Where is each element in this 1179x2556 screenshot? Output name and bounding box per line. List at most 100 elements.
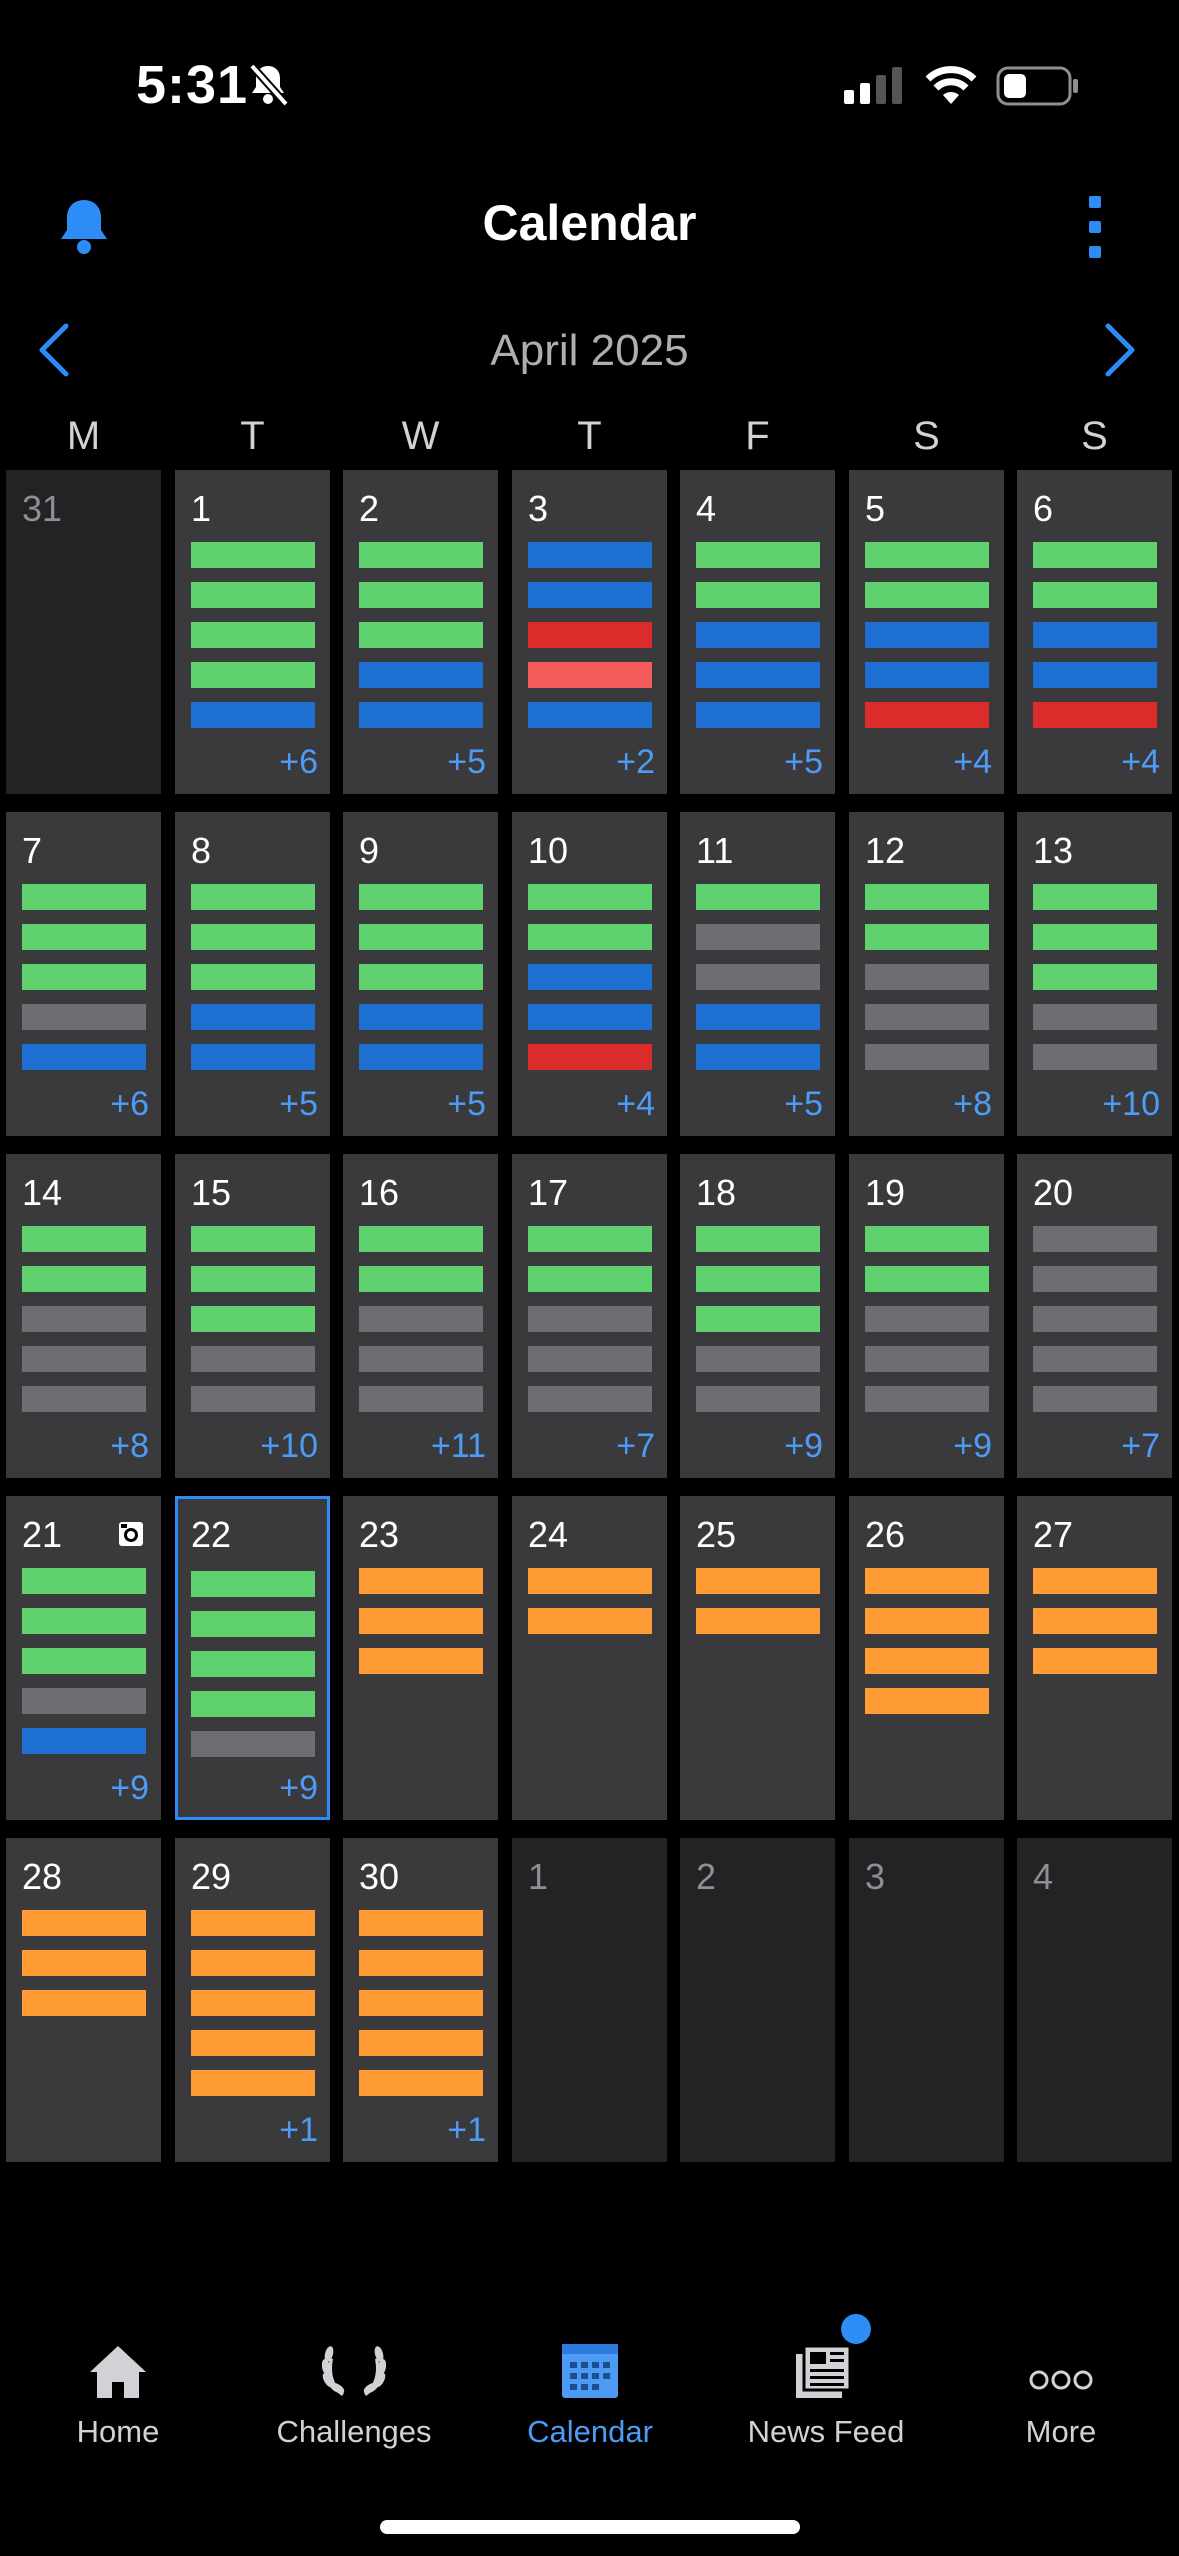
- more-events-count: +4: [1121, 743, 1160, 781]
- calendar-day[interactable]: 1: [512, 1838, 667, 2162]
- event-bar: [865, 542, 989, 568]
- event-bar: [359, 1044, 483, 1070]
- calendar-day[interactable]: 1 +6: [175, 470, 330, 794]
- event-bar: [1033, 1568, 1157, 1594]
- weekday-label: W: [401, 414, 440, 458]
- calendar-day[interactable]: 3 +2: [512, 470, 667, 794]
- more-events-count: +9: [279, 1769, 318, 1807]
- tab-news-feed[interactable]: News Feed: [708, 2314, 944, 2450]
- calendar-day[interactable]: 14 +8: [6, 1154, 161, 1478]
- calendar-day[interactable]: 16 +11: [343, 1154, 498, 1478]
- weekday-label: T: [577, 414, 602, 458]
- event-bar: [191, 1004, 315, 1030]
- event-bar: [359, 2070, 483, 2096]
- event-bar: [528, 622, 652, 648]
- calendar-day[interactable]: 10 +4: [512, 812, 667, 1136]
- chevron-right-icon[interactable]: [1100, 322, 1140, 378]
- event-bar: [696, 1608, 820, 1634]
- more-events-count: +7: [616, 1427, 655, 1465]
- day-number: 26: [865, 1514, 906, 1555]
- day-number: 16: [359, 1172, 400, 1213]
- event-bar: [359, 1950, 483, 1976]
- calendar-day[interactable]: 25: [680, 1496, 835, 1820]
- calendar-day[interactable]: 4: [1017, 1838, 1172, 2162]
- calendar-day[interactable]: 8 +5: [175, 812, 330, 1136]
- overflow-menu-icon[interactable]: [1080, 196, 1110, 258]
- calendar-day-selected[interactable]: 22 +9: [175, 1496, 330, 1820]
- calendar-day[interactable]: 30 +1: [343, 1838, 498, 2162]
- calendar-day[interactable]: 5 +4: [849, 470, 1004, 794]
- day-number: 23: [359, 1514, 400, 1555]
- weekday-label: S: [1081, 414, 1108, 458]
- event-bar: [528, 662, 652, 688]
- event-bar: [22, 1568, 146, 1594]
- event-bar: [865, 964, 989, 990]
- event-bar: [865, 662, 989, 688]
- event-bar: [865, 884, 989, 910]
- event-bar: [22, 1044, 146, 1070]
- day-number: 19: [865, 1172, 906, 1213]
- calendar-day[interactable]: 26: [849, 1496, 1004, 1820]
- calendar-day[interactable]: 17 +7: [512, 1154, 667, 1478]
- tab-more[interactable]: More: [943, 2320, 1179, 2450]
- more-events-count: +9: [110, 1769, 149, 1807]
- day-number: 22: [191, 1514, 232, 1555]
- calendar-day[interactable]: 2 +5: [343, 470, 498, 794]
- event-bar: [865, 1266, 989, 1292]
- calendar-day[interactable]: 18 +9: [680, 1154, 835, 1478]
- tab-home[interactable]: Home: [0, 2320, 236, 2450]
- event-bar: [865, 1226, 989, 1252]
- event-bar: [22, 1950, 146, 1976]
- tab-label: Calendar: [527, 2414, 653, 2449]
- event-bar: [22, 1688, 146, 1714]
- calendar-day[interactable]: 3: [849, 1838, 1004, 2162]
- event-bar: [696, 662, 820, 688]
- tab-calendar[interactable]: Calendar: [472, 2320, 708, 2450]
- day-number: 18: [696, 1172, 737, 1213]
- calendar-day[interactable]: 24: [512, 1496, 667, 1820]
- calendar-day[interactable]: 7 +6: [6, 812, 161, 1136]
- calendar-day[interactable]: 31: [6, 470, 161, 794]
- event-bar: [359, 582, 483, 608]
- calendar-day[interactable]: 15 +10: [175, 1154, 330, 1478]
- more-events-count: +10: [1102, 1085, 1160, 1123]
- calendar-day[interactable]: 27: [1017, 1496, 1172, 1820]
- event-bar: [865, 924, 989, 950]
- event-bar: [528, 542, 652, 568]
- event-bar: [528, 924, 652, 950]
- calendar-day[interactable]: 13 +10: [1017, 812, 1172, 1136]
- calendar-day[interactable]: 6 +4: [1017, 470, 1172, 794]
- day-number: 3: [865, 1856, 886, 1897]
- more-events-count: +4: [616, 1085, 655, 1123]
- calendar-day[interactable]: 2: [680, 1838, 835, 2162]
- event-bar: [191, 662, 315, 688]
- calendar-day[interactable]: 20 +7: [1017, 1154, 1172, 1478]
- event-bar: [22, 884, 146, 910]
- calendar-day[interactable]: 9 +5: [343, 812, 498, 1136]
- event-bar: [696, 1346, 820, 1372]
- calendar-day[interactable]: 4 +5: [680, 470, 835, 794]
- battery-icon: [996, 66, 1078, 106]
- tab-challenges[interactable]: Challenges: [236, 2320, 472, 2450]
- event-bar: [359, 884, 483, 910]
- calendar-day[interactable]: 23: [343, 1496, 498, 1820]
- more-events-count: +1: [447, 2111, 486, 2149]
- calendar-day[interactable]: 11 +5: [680, 812, 835, 1136]
- calendar-day[interactable]: 21 +9: [6, 1496, 161, 1820]
- calendar-day[interactable]: 29 +1: [175, 1838, 330, 2162]
- calendar-day[interactable]: 19 +9: [849, 1154, 1004, 1478]
- calendar-day[interactable]: 28: [6, 1838, 161, 2162]
- event-bar: [528, 582, 652, 608]
- calendar-day[interactable]: 12 +8: [849, 812, 1004, 1136]
- more-events-count: +2: [616, 743, 655, 781]
- notifications-bell-icon[interactable]: [56, 196, 112, 256]
- day-number: 7: [22, 830, 43, 871]
- chevron-left-icon[interactable]: [34, 322, 74, 378]
- event-bar: [696, 964, 820, 990]
- event-bar: [865, 1568, 989, 1594]
- event-bar: [696, 884, 820, 910]
- event-bar: [865, 1608, 989, 1634]
- event-bar: [22, 1728, 146, 1754]
- month-label: April 2025: [490, 326, 689, 375]
- day-number: 9: [359, 830, 380, 871]
